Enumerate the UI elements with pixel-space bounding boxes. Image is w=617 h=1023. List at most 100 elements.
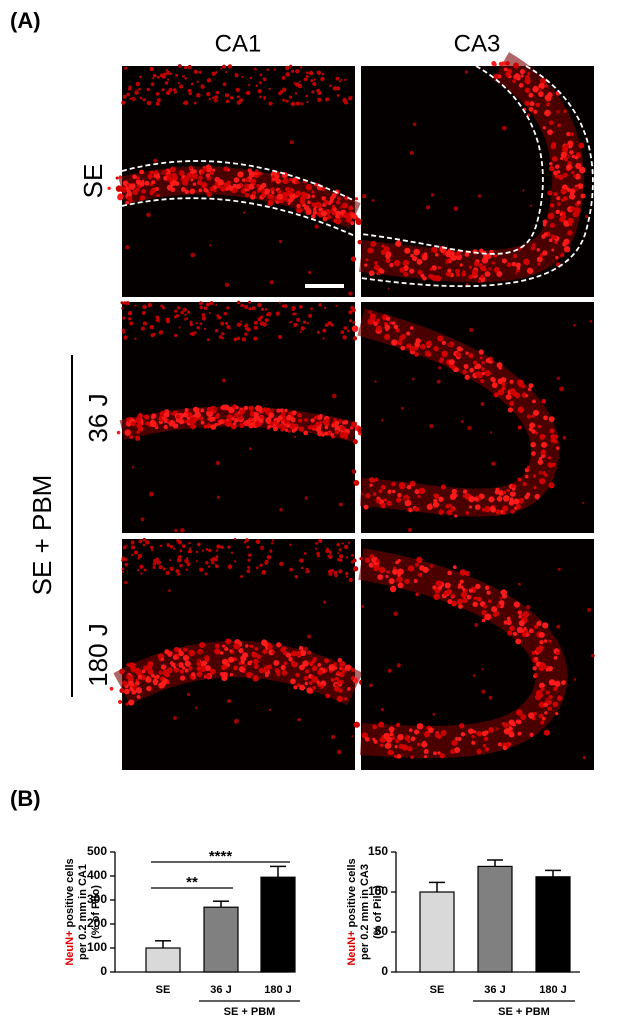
cell	[456, 272, 460, 277]
cell	[465, 351, 469, 355]
cell	[189, 332, 192, 335]
cell	[407, 746, 413, 752]
cell	[161, 306, 165, 310]
cell	[285, 99, 289, 103]
cell	[369, 483, 373, 487]
x-tick-label: SE	[156, 984, 171, 996]
cell	[127, 87, 132, 91]
cell	[535, 102, 540, 108]
cell	[512, 631, 518, 636]
cell	[251, 651, 258, 658]
cell	[136, 569, 140, 572]
cell	[127, 317, 132, 321]
cell	[429, 424, 434, 429]
cell	[149, 190, 154, 195]
cell	[123, 301, 127, 305]
cell	[466, 594, 472, 600]
cell	[178, 170, 185, 176]
cell	[532, 86, 539, 93]
cell	[245, 91, 249, 95]
cell	[228, 186, 234, 191]
cell	[234, 560, 237, 563]
cell	[248, 447, 252, 451]
cell	[345, 214, 352, 221]
cell	[200, 84, 205, 89]
cell	[335, 210, 341, 216]
cell	[380, 484, 386, 490]
cell	[120, 186, 127, 192]
y-tick-label: 0	[100, 964, 107, 978]
cell	[330, 323, 334, 327]
cell	[307, 270, 312, 275]
cell	[225, 321, 229, 325]
cell	[550, 222, 555, 228]
cell	[221, 675, 228, 682]
cell	[591, 653, 595, 658]
cell	[524, 78, 531, 85]
cell	[570, 206, 576, 211]
cell	[143, 414, 149, 420]
cell	[528, 107, 534, 112]
cell	[521, 629, 525, 633]
cell	[548, 482, 555, 489]
cell	[396, 663, 401, 668]
micrographs	[107, 52, 595, 770]
cell	[518, 247, 522, 251]
cell	[266, 313, 270, 317]
cell	[336, 677, 340, 681]
cell	[383, 732, 390, 740]
cell	[159, 544, 163, 548]
cell	[520, 714, 527, 721]
cell	[475, 371, 482, 378]
cell	[331, 423, 336, 428]
cell	[459, 723, 465, 729]
cell	[509, 497, 514, 502]
cell	[462, 597, 468, 604]
cell	[176, 557, 182, 563]
cell	[515, 719, 520, 724]
cell	[417, 572, 423, 577]
cell	[518, 615, 522, 619]
cell	[511, 483, 517, 490]
cell	[566, 164, 573, 171]
cell	[500, 377, 507, 383]
cell	[568, 193, 576, 200]
cell	[560, 214, 567, 220]
cell	[248, 307, 252, 311]
cell	[538, 87, 542, 92]
cell	[361, 732, 368, 739]
y-axis-label-marker: NeuN+	[64, 931, 76, 966]
cell	[406, 484, 412, 490]
cell	[549, 429, 553, 433]
cell	[269, 421, 275, 427]
cell	[146, 212, 151, 218]
cell	[290, 69, 295, 73]
cell	[445, 504, 450, 509]
cell	[129, 199, 133, 203]
cell	[117, 699, 123, 705]
cell	[257, 303, 261, 306]
cell	[343, 544, 349, 550]
cell	[537, 424, 542, 429]
cell	[294, 423, 299, 428]
cell	[413, 579, 418, 583]
cell	[468, 274, 474, 280]
cell	[552, 235, 557, 240]
cell	[497, 742, 502, 747]
cell	[385, 251, 392, 258]
cell	[337, 552, 340, 555]
cell	[295, 672, 300, 678]
cell	[213, 97, 219, 103]
cell	[324, 425, 329, 430]
cell	[478, 349, 484, 355]
cell	[534, 657, 538, 661]
cell	[513, 601, 520, 608]
cell	[173, 716, 177, 720]
cell	[548, 161, 553, 166]
cell	[376, 325, 382, 331]
cell	[490, 431, 493, 434]
cell	[285, 65, 290, 70]
cell	[404, 578, 410, 584]
cell	[145, 676, 152, 683]
cell	[240, 303, 244, 308]
